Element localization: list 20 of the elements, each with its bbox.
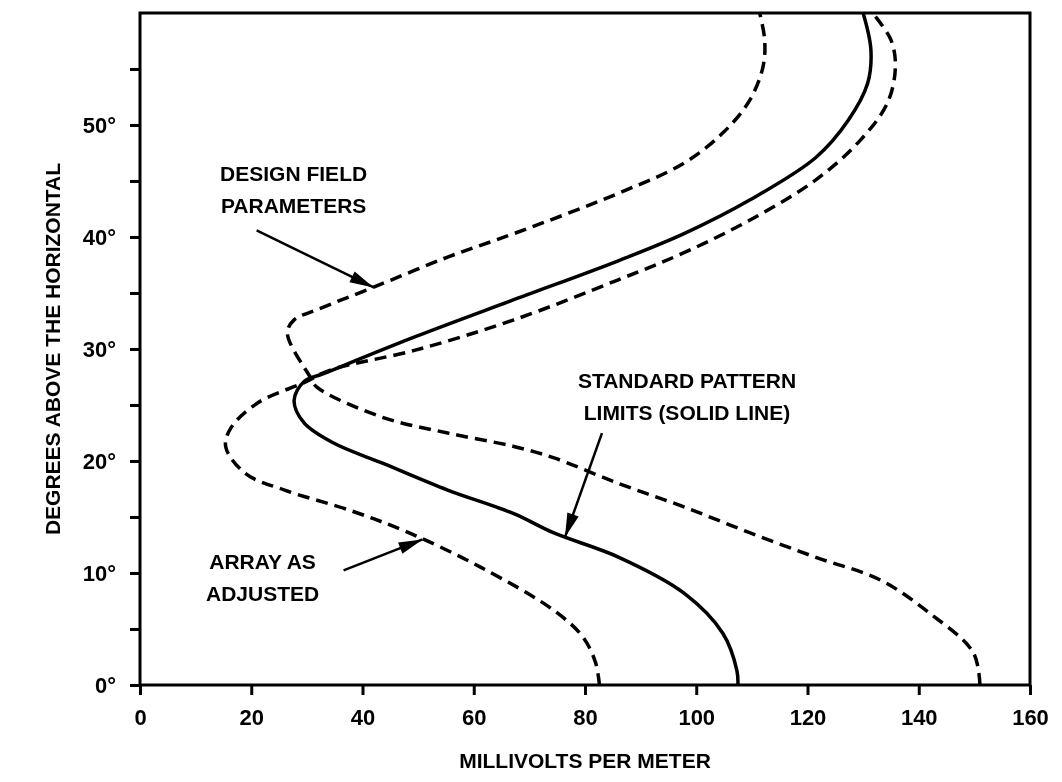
x-tick-label: 0 (134, 704, 147, 730)
x-tick-label: 40 (350, 704, 376, 730)
x-tick-label: 60 (462, 704, 487, 730)
annotation: ARRAY AS ADJUSTED (205, 549, 320, 605)
y-tick-label: 10° (82, 560, 116, 586)
annotation: STANDARD PATTERN LIMITS (SOLID LINE) (577, 368, 797, 424)
y-tick-label: 30° (82, 336, 116, 362)
x-axis-title: MILLIVOLTS PER METER (459, 749, 711, 772)
y-tick-label: 0° (94, 672, 116, 698)
x-tick-label: 80 (573, 704, 598, 730)
y-axis-title: DEGREES ABOVE THE HORIZONTAL (41, 162, 64, 536)
x-tick-label: 140 (900, 704, 938, 730)
x-tick-label: 20 (239, 704, 264, 730)
annotation: DESIGN FIELD PARAMETERS (220, 161, 368, 217)
x-tick-label: 120 (789, 704, 827, 730)
x-tick-label: 160 (1012, 704, 1049, 730)
x-tick-label: 100 (678, 704, 716, 730)
y-tick-label: 20° (82, 448, 116, 474)
y-tick-label: 40° (82, 224, 116, 250)
y-tick-label: 50° (82, 112, 116, 138)
